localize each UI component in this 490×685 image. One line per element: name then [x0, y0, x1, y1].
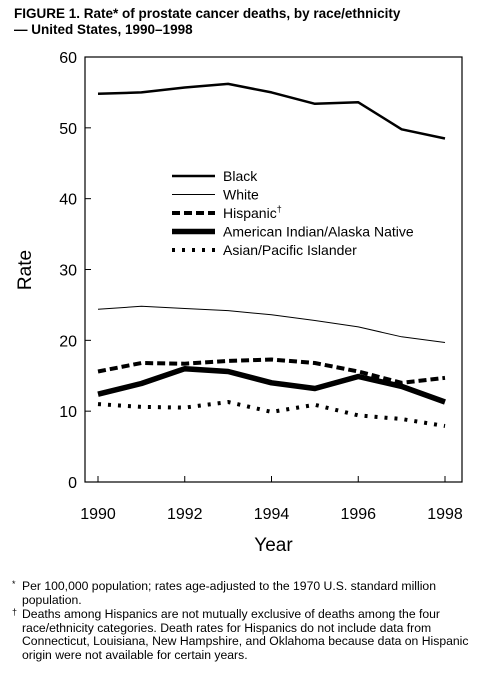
legend-label: American Indian/Alaska Native: [223, 224, 414, 240]
legend-label: Hispanic†: [223, 204, 282, 221]
y-tick-label: 0: [68, 475, 77, 492]
x-tick-label: 1992: [167, 506, 203, 523]
legend-label: Asian/Pacific Islander: [223, 242, 357, 258]
series-line: [97, 305, 446, 343]
x-axis-label: Year: [254, 535, 293, 556]
series-line: [97, 400, 446, 428]
legend-label-mark: †: [277, 204, 282, 214]
footnote-text: Deaths among Hispanics are not mutually …: [22, 607, 469, 662]
footnote-text: Per 100,000 population; rates age-adjust…: [22, 579, 436, 607]
footnote: † Deaths among Hispanics are not mutuall…: [12, 607, 482, 662]
series-line: [97, 365, 446, 405]
footnote-mark: †: [12, 607, 18, 618]
series-line: [97, 357, 446, 385]
legend-label: White: [223, 187, 259, 203]
x-tick-label: 1996: [340, 506, 376, 523]
legend-label: Black: [223, 168, 258, 184]
line-chart: 0 10 20 30 40 50 60 1990 1992 1994 1996 1998 Year Rat…: [15, 50, 463, 556]
figure-title-line-1: FIGURE 1. Rate* of prostate cancer death…: [14, 6, 401, 21]
footnote-mark: *: [12, 579, 16, 589]
series-line: [97, 82, 446, 140]
y-tick-label: 20: [59, 333, 77, 350]
y-tick-label: 10: [59, 404, 77, 421]
y-axis-label: Rate: [15, 250, 36, 290]
figure-title: FIGURE 1. Rate* of prostate cancer death…: [14, 6, 484, 38]
chart-axes: 0 10 20 30 40 50 60 1990 1992 1994 1996 1998 Year Rat…: [15, 50, 463, 556]
x-tick-label: 1990: [80, 506, 116, 523]
x-tick-label: 1998: [427, 506, 463, 523]
y-tick-label: 30: [59, 263, 77, 280]
footnote: * Per 100,000 population; rates age-adju…: [12, 579, 482, 607]
y-tick-label: 60: [59, 50, 77, 67]
y-tick-label: 40: [59, 192, 77, 209]
figure-title-line-2: — United States, 1990–1998: [14, 22, 193, 37]
footnotes: * Per 100,000 population; rates age-adju…: [12, 579, 482, 664]
chart-series: [97, 82, 446, 428]
x-tick-label: 1994: [254, 506, 290, 523]
y-tick-label: 50: [59, 121, 77, 138]
